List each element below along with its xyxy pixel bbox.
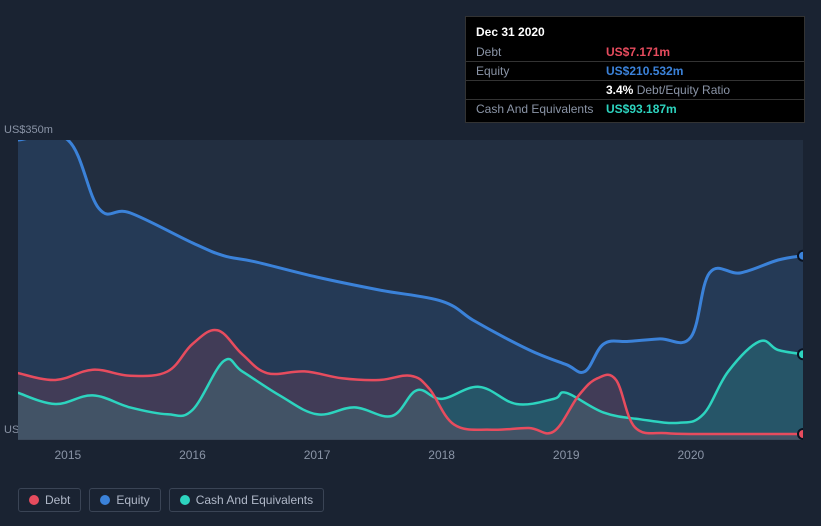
tooltip-row-label: Cash And Equivalents: [476, 102, 606, 116]
chart-container: Dec 31 2020 DebtUS$7.171mEquityUS$210.53…: [0, 0, 821, 526]
tooltip-row: DebtUS$7.171m: [466, 43, 804, 62]
x-axis-labels: 2015 2016 2017 2018 2019 2020: [18, 448, 803, 468]
legend-label: Debt: [45, 493, 70, 507]
legend-dot-icon: [29, 495, 39, 505]
tooltip-row-extra: Debt/Equity Ratio: [633, 83, 730, 97]
tooltip-row-value: US$93.187m: [606, 102, 677, 116]
tooltip-row-label: Debt: [476, 45, 606, 59]
tooltip-row-label: [476, 83, 606, 97]
legend-label: Equity: [116, 493, 149, 507]
x-axis-year: 2015: [54, 448, 81, 462]
x-axis-year: 2017: [304, 448, 331, 462]
chart-svg: [18, 140, 803, 440]
tooltip-date: Dec 31 2020: [466, 21, 804, 43]
tooltip-row: 3.4% Debt/Equity Ratio: [466, 81, 804, 100]
data-tooltip: Dec 31 2020 DebtUS$7.171mEquityUS$210.53…: [465, 16, 805, 123]
tooltip-row: EquityUS$210.532m: [466, 62, 804, 81]
tooltip-rows: DebtUS$7.171mEquityUS$210.532m3.4% Debt/…: [466, 43, 804, 118]
legend-dot-icon: [100, 495, 110, 505]
tooltip-row-value: US$7.171m: [606, 45, 670, 59]
legend-item[interactable]: Debt: [18, 488, 81, 512]
x-axis-year: 2020: [677, 448, 704, 462]
y-axis-max-label: US$350m: [4, 124, 53, 136]
chart-plot-area[interactable]: 201520162017201820192020: [18, 140, 803, 440]
legend-item[interactable]: Cash And Equivalents: [169, 488, 324, 512]
x-axis-year: 2018: [428, 448, 455, 462]
legend: Debt Equity Cash And Equivalents: [18, 488, 324, 512]
legend-dot-icon: [180, 495, 190, 505]
tooltip-row-label: Equity: [476, 64, 606, 78]
x-axis-year: 2016: [179, 448, 206, 462]
tooltip-row: Cash And EquivalentsUS$93.187m: [466, 100, 804, 118]
tooltip-row-value: 3.4% Debt/Equity Ratio: [606, 83, 730, 97]
tooltip-row-value: US$210.532m: [606, 64, 683, 78]
legend-label: Cash And Equivalents: [196, 493, 313, 507]
legend-item[interactable]: Equity: [89, 488, 160, 512]
x-axis-year: 2019: [553, 448, 580, 462]
